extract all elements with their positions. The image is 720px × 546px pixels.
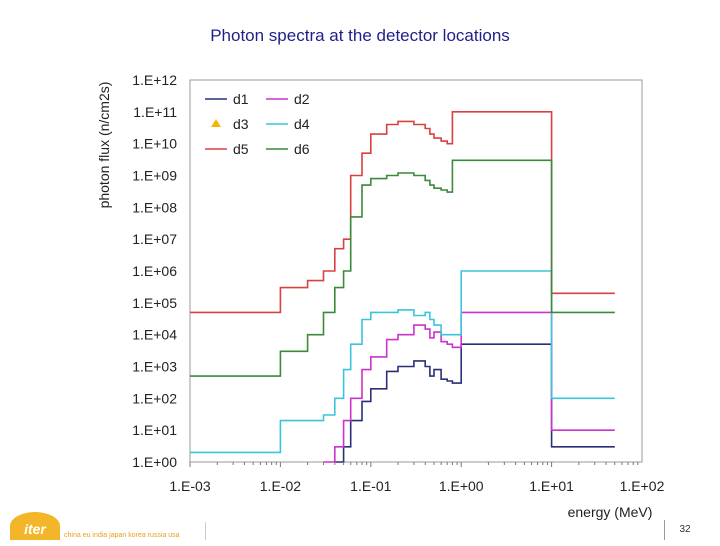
y-axis-title: photon flux (n/cm2s)	[96, 82, 112, 209]
legend-label-d5: d5	[233, 141, 249, 157]
y-tick-label: 1.E+12	[132, 72, 177, 88]
y-tick-label: 1.E+09	[132, 168, 177, 184]
series-line-d4	[190, 270, 615, 454]
y-tick-label: 1.E+03	[132, 359, 177, 375]
x-tick-labels: 1.E-03 1.E-02 1.E-01 1.E+00 1.E+01 1.E+02	[169, 462, 665, 494]
y-tick-label: 1.E+08	[132, 199, 177, 215]
legend: d1 d2 d3 d4 d5 d6	[197, 88, 321, 162]
y-tick-label: 1.E+07	[132, 231, 177, 247]
series-line-d5	[190, 111, 615, 314]
x-tick-label: 1.E+02	[620, 478, 665, 494]
x-tick-label: 1.E-03	[169, 478, 210, 494]
slide-title: Photon spectra at the detector locations	[210, 26, 510, 45]
footer-members-text: china eu india japan korea russia usa	[64, 532, 180, 539]
y-tick-label: 1.E+11	[133, 104, 177, 120]
legend-label-d1: d1	[233, 91, 249, 107]
series-line-d2	[323, 311, 615, 463]
y-tick-label: 1.E+00	[132, 454, 177, 470]
footer-divider	[205, 522, 206, 540]
y-tick-label: 1.E+05	[132, 295, 177, 311]
y-tick-label: 1.E+01	[132, 422, 177, 438]
y-tick-label: 1.E+02	[132, 390, 177, 406]
series-line-d6	[190, 159, 615, 377]
legend-label-d4: d4	[294, 116, 310, 132]
y-tick-label: 1.E+04	[132, 327, 177, 343]
legend-label-d3: d3	[233, 116, 249, 132]
series-line-d1	[334, 343, 615, 463]
x-tick-label: 1.E-01	[350, 478, 391, 494]
x-tick-label: 1.E-02	[260, 478, 301, 494]
legend-label-d6: d6	[294, 141, 310, 157]
iter-logo: iter	[10, 512, 60, 540]
x-tick-label: 1.E+01	[529, 478, 574, 494]
y-tick-labels: 1.E+00 1.E+01 1.E+02 1.E+03 1.E+04 1.E+05 1.E+…	[132, 72, 177, 470]
legend-label-d2: d2	[294, 91, 310, 107]
series-layer	[190, 111, 615, 463]
legend-marker-d3	[211, 119, 221, 127]
y-tick-label: 1.E+10	[132, 136, 177, 152]
page-number-divider	[664, 520, 665, 540]
x-axis-title: energy (MeV)	[568, 504, 653, 520]
x-tick-label: 1.E+00	[439, 478, 484, 494]
page-number: 32	[679, 524, 691, 535]
y-tick-label: 1.E+06	[132, 263, 177, 279]
